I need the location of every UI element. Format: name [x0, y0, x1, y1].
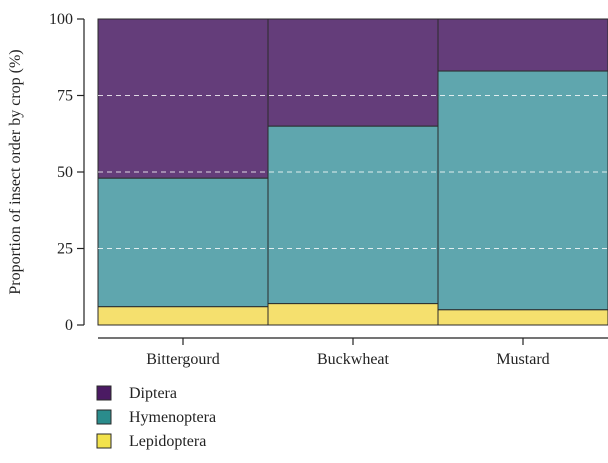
bar-lepidoptera-buckwheat [267, 303, 439, 326]
bar-diptera-mustard [437, 18, 608, 72]
bar-hymenoptera-mustard [437, 70, 608, 311]
legend-label-diptera: Diptera [129, 385, 177, 402]
bar-hymenoptera-buckwheat [267, 125, 439, 305]
legend-item-diptera: Diptera [96, 385, 177, 402]
x-axis: Bittergourd Buckwheat Mustard [98, 337, 608, 368]
bar-hymenoptera-bittergourd [97, 177, 269, 308]
legend: Diptera Hymenoptera Lepidoptera [96, 385, 216, 450]
x-tick-label-mustard: Mustard [496, 351, 549, 368]
legend-label-lepidoptera: Lepidoptera [129, 433, 206, 450]
y-tick-label-100: 100 [49, 11, 73, 28]
legend-swatch-lepidoptera [96, 433, 112, 449]
x-tick-label-bittergourd: Bittergourd [146, 351, 219, 368]
bar-lepidoptera-bittergourd [97, 306, 269, 326]
legend-item-hymenoptera: Hymenoptera [96, 409, 216, 426]
legend-swatch-diptera [96, 385, 112, 401]
y-axis: 0 25 50 75 100 [49, 11, 85, 334]
y-tick-label-0: 0 [65, 317, 73, 334]
legend-item-lepidoptera: Lepidoptera [96, 433, 206, 450]
bar-diptera-buckwheat [267, 18, 439, 127]
bar-lepidoptera-mustard [437, 309, 608, 326]
gridlines-group [98, 95, 608, 249]
y-tick-label-25: 25 [57, 241, 73, 258]
bar-diptera-bittergourd [97, 18, 269, 179]
y-axis-title: Proportion of insect order by crop (%) [7, 49, 24, 294]
x-tick-label-buckwheat: Buckwheat [317, 351, 390, 368]
y-tick-label-50: 50 [57, 164, 73, 181]
legend-swatch-hymenoptera [96, 409, 112, 425]
bars-group [97, 18, 608, 326]
legend-label-hymenoptera: Hymenoptera [129, 409, 216, 426]
y-tick-label-75: 75 [57, 88, 73, 105]
